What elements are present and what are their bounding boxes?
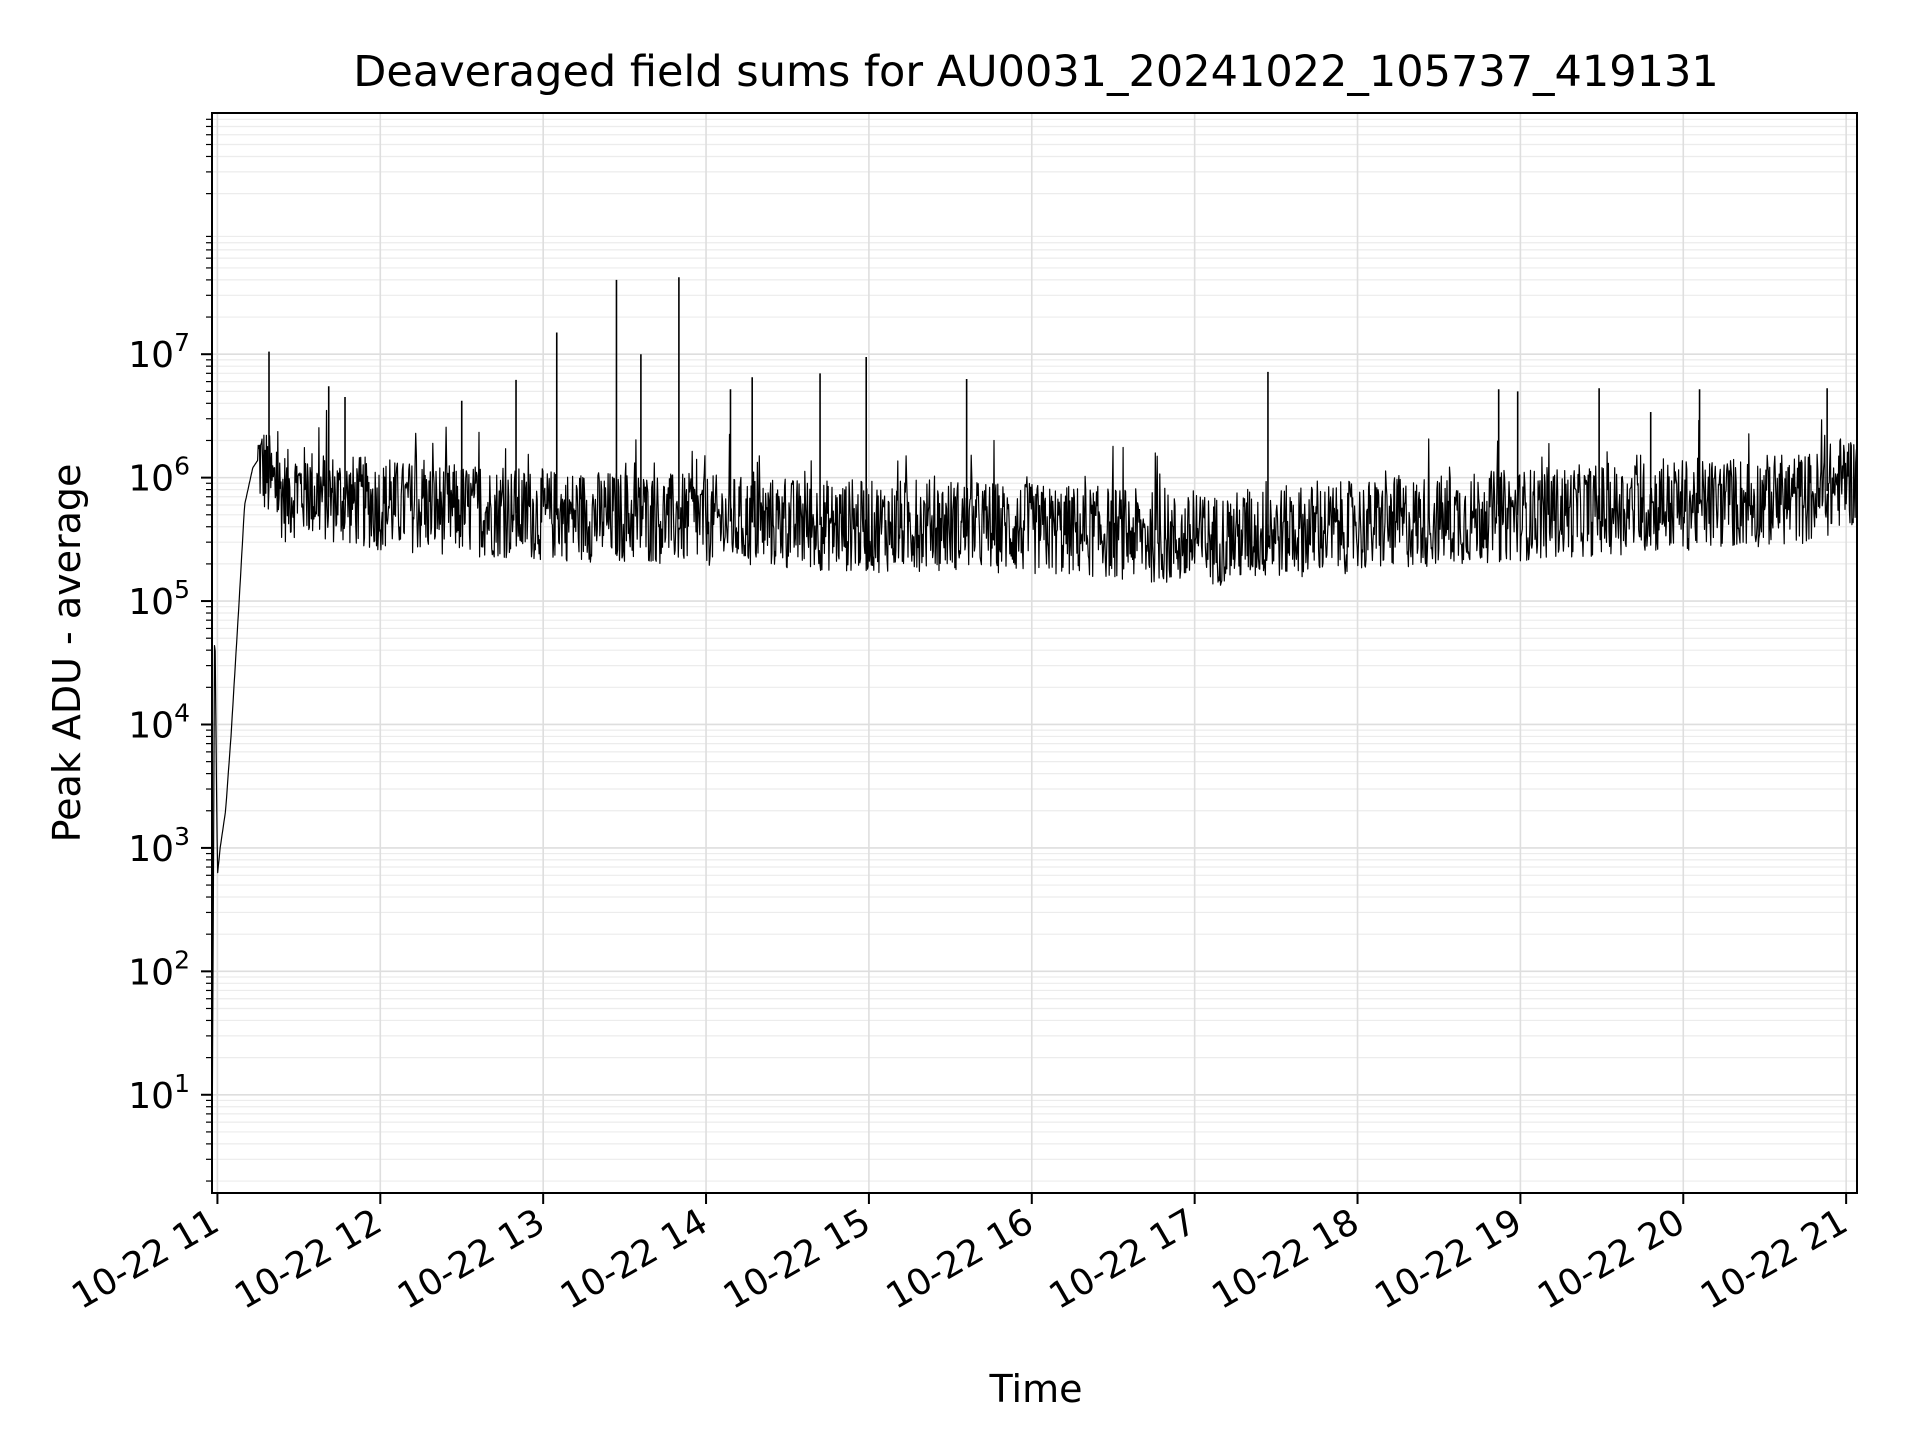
y-tick-exponent: 5 bbox=[174, 575, 190, 604]
series-line bbox=[211, 409, 1858, 1182]
chart-title: Deaveraged field sums for AU0031_2024102… bbox=[353, 47, 1718, 97]
y-tick-exponent: 7 bbox=[174, 328, 190, 357]
y-tick-exponent: 1 bbox=[174, 1069, 190, 1098]
y-tick-exponent: 2 bbox=[174, 945, 190, 974]
plot-background bbox=[212, 113, 1857, 1193]
major-grid bbox=[212, 113, 1857, 1193]
y-tick-label: 107 bbox=[128, 328, 190, 376]
data-series bbox=[211, 277, 1858, 1182]
y-tick-exponent: 4 bbox=[174, 698, 190, 727]
y-tick-exponent: 3 bbox=[174, 822, 190, 851]
plot-frame bbox=[211, 112, 1858, 1194]
y-axis-label: Peak ADU - average bbox=[45, 464, 89, 843]
y-tick-exponent: 6 bbox=[174, 452, 190, 481]
x-axis-label: Time bbox=[989, 1367, 1083, 1411]
